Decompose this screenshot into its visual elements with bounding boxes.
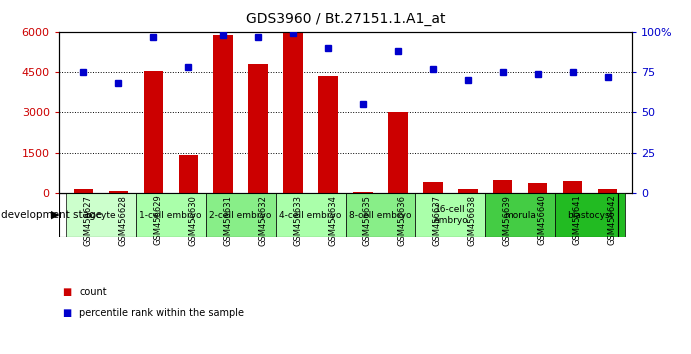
FancyBboxPatch shape [346,193,415,237]
Text: 4-cell embryo: 4-cell embryo [279,211,342,219]
Text: ▶: ▶ [51,210,59,220]
Text: GSM456634: GSM456634 [328,195,337,246]
Text: 16-cell
embryo: 16-cell embryo [433,205,468,225]
Bar [493,179,513,193]
Bar [178,155,198,193]
Text: oocyte: oocyte [86,211,116,219]
Text: GSM456628: GSM456628 [118,195,127,246]
Bar [283,33,303,193]
FancyBboxPatch shape [485,193,556,237]
Text: GSM456627: GSM456627 [83,195,92,246]
Bar [144,70,163,193]
FancyBboxPatch shape [206,193,276,237]
Text: development stage: development stage [1,210,102,220]
FancyBboxPatch shape [276,193,346,237]
Text: GSM456630: GSM456630 [188,195,197,246]
Bar [563,181,583,193]
Bar [458,189,477,193]
Text: GSM456639: GSM456639 [503,195,512,246]
Bar [108,191,128,193]
Text: GSM456632: GSM456632 [258,195,267,246]
Text: GSM456640: GSM456640 [538,195,547,245]
Text: GSM456629: GSM456629 [153,195,162,245]
Bar [598,189,617,193]
Text: ■: ■ [62,308,71,318]
Text: GSM456638: GSM456638 [468,195,477,246]
Text: GSM456631: GSM456631 [223,195,232,246]
Text: GSM456637: GSM456637 [433,195,442,246]
Text: GSM456633: GSM456633 [293,195,302,246]
Text: count: count [79,287,107,297]
Text: GSM456642: GSM456642 [608,195,617,245]
Bar [249,63,267,193]
Text: blastocyst: blastocyst [567,211,614,219]
Text: 1-cell embryo: 1-cell embryo [140,211,202,219]
Bar [214,35,233,193]
Text: 8-cell embryo: 8-cell embryo [349,211,412,219]
Bar [388,113,408,193]
Bar [528,183,547,193]
Text: morula: morula [504,211,536,219]
Text: GSM456636: GSM456636 [398,195,407,246]
Bar [353,192,372,193]
Bar [319,76,338,193]
FancyBboxPatch shape [556,193,625,237]
Text: ■: ■ [62,287,71,297]
Text: 2-cell embryo: 2-cell embryo [209,211,272,219]
FancyBboxPatch shape [135,193,206,237]
FancyBboxPatch shape [66,193,135,237]
Text: GSM456635: GSM456635 [363,195,372,246]
Bar [424,182,442,193]
Bar [74,189,93,193]
Text: GDS3960 / Bt.27151.1.A1_at: GDS3960 / Bt.27151.1.A1_at [246,12,445,27]
FancyBboxPatch shape [415,193,485,237]
Text: GSM456641: GSM456641 [573,195,582,245]
Text: percentile rank within the sample: percentile rank within the sample [79,308,245,318]
